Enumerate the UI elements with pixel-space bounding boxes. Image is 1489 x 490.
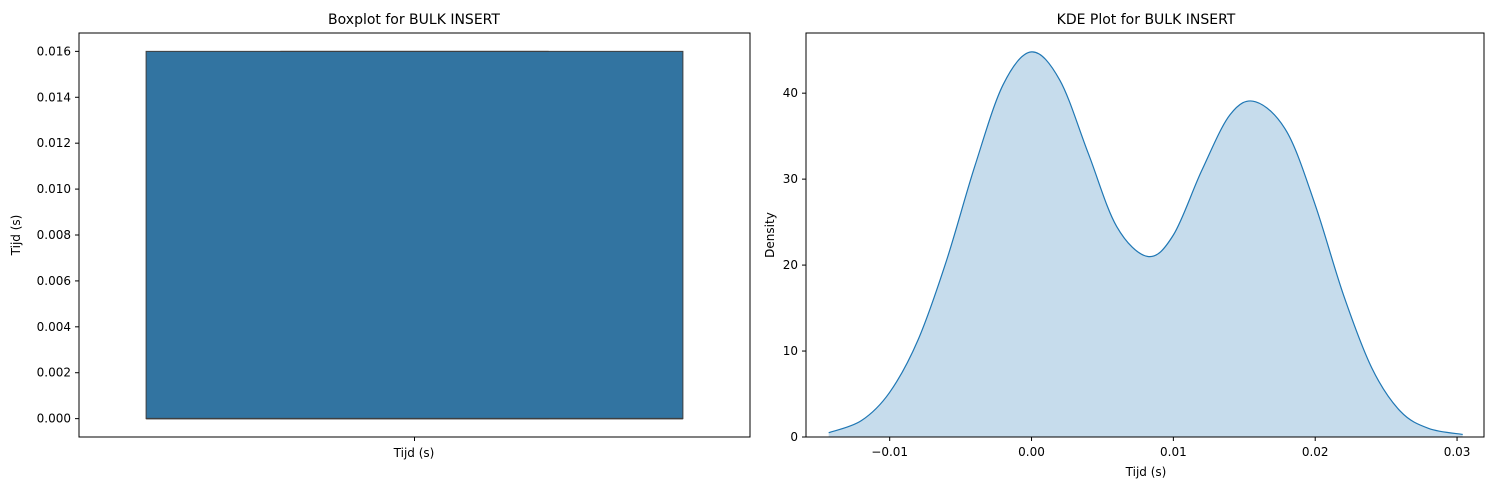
kde-x-tick-label: −0.01	[871, 445, 908, 459]
boxplot-y-tick-label: 0.016	[37, 44, 71, 58]
boxplot-y-tick-label: 0.014	[37, 90, 71, 104]
kde-x-tick-label: 0.00	[1018, 445, 1045, 459]
kde-ticks: 0 10 20 30 40 −0.01 0.00 0.01 0.02 0.03	[783, 86, 1471, 459]
boxplot-y-ticks: 0.000 0.002 0.004 0.006 0.008 0.010 0.012 0.014…	[37, 44, 415, 441]
boxplot-x-label: Tijd (s)	[393, 446, 435, 460]
boxplot-y-tick-label: 0.010	[37, 182, 71, 196]
kde-y-tick-label: 10	[783, 344, 798, 358]
kde-x-tick-label: 0.03	[1444, 445, 1471, 459]
kde-y-tick-label: 40	[783, 86, 798, 100]
boxplot-plot-frame	[78, 32, 751, 438]
kde-chart: KDE Plot for BULK INSERT Tijd (s) Densit…	[763, 12, 1485, 479]
boxplot-title: Boxplot for BULK INSERT	[328, 12, 500, 28]
boxplot-y-tick-label: 0.008	[37, 228, 71, 242]
kde-title: KDE Plot for BULK INSERT	[1057, 12, 1236, 28]
boxplot-y-tick-label: 0.006	[37, 274, 71, 288]
kde-y-tick-label: 20	[783, 258, 798, 272]
boxplot-y-tick-label: 0.004	[37, 320, 71, 334]
kde-x-label: Tijd (s)	[1125, 465, 1167, 479]
boxplot-y-tick-label: 0.000	[37, 412, 71, 426]
kde-y-tick-label: 30	[783, 172, 798, 186]
kde-y-label: Density	[763, 212, 777, 258]
boxplot-y-tick-label: 0.012	[37, 136, 71, 150]
kde-area-fill	[828, 51, 1463, 437]
boxplot-y-label: Tijd (s)	[9, 215, 23, 257]
boxplot-chart: Boxplot for BULK INSERT Tijd (s) Tijd (s…	[9, 12, 751, 460]
kde-x-tick-label: 0.01	[1160, 445, 1187, 459]
box-rect	[145, 50, 684, 420]
kde-density-line	[828, 51, 1463, 436]
kde-x-tick-label: 0.02	[1302, 445, 1329, 459]
kde-plot-frame	[805, 32, 1485, 438]
kde-marks	[828, 51, 1463, 437]
boxplot-y-tick-label: 0.002	[37, 366, 71, 380]
kde-y-tick-label: 0	[790, 430, 798, 444]
boxplot-marks	[145, 50, 684, 420]
